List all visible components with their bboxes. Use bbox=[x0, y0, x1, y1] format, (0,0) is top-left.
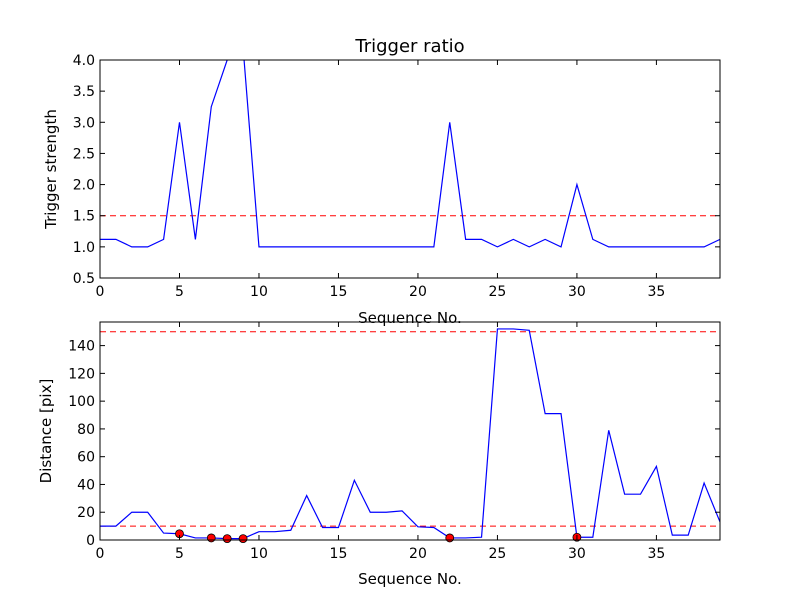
bottom-marker-3 bbox=[238, 534, 248, 544]
bottom-marker-2 bbox=[222, 534, 232, 544]
top-x-tick-label: 20 bbox=[409, 284, 427, 300]
top-x-tick-label: 5 bbox=[175, 284, 184, 300]
bottom-x-axis-label: Sequence No. bbox=[358, 570, 462, 588]
top-y-tick-label: 1.0 bbox=[73, 240, 95, 256]
top-y-tick-label: 0.5 bbox=[73, 271, 95, 287]
bottom-series-group bbox=[100, 328, 720, 540]
top-series-line-0 bbox=[100, 60, 720, 248]
bottom-y-tick-label: 40 bbox=[77, 477, 95, 493]
bottom-marker-4 bbox=[445, 533, 455, 543]
top-x-tick-label: 10 bbox=[250, 284, 268, 300]
top-chart-title: Trigger ratio bbox=[354, 36, 464, 57]
top-x-tick-label: 15 bbox=[330, 284, 348, 300]
bottom-x-tick-label: 15 bbox=[330, 546, 348, 562]
bottom-y-tick-label: 120 bbox=[68, 366, 95, 382]
bottom-y-tick-label: 0 bbox=[86, 533, 95, 549]
top-x-axis-label: Sequence No. bbox=[358, 309, 462, 327]
bottom-x-tick-label: 25 bbox=[489, 546, 507, 562]
top-subplot: Trigger ratio Sequence No. Trigger stren… bbox=[42, 36, 721, 327]
bottom-marker-1 bbox=[206, 533, 216, 543]
top-series-group bbox=[100, 60, 720, 248]
top-ticks-group: 0 5 10 15 20 25 30 35 0.5 1.0 1.5 2.0 2.5 3.0 3.5 4.0 bbox=[73, 53, 720, 300]
bottom-threshold-lines bbox=[100, 331, 720, 527]
bottom-x-tick-label: 20 bbox=[409, 546, 427, 562]
top-y-axis-label: Trigger strength bbox=[42, 109, 60, 230]
bottom-x-tick-label: 10 bbox=[250, 546, 268, 562]
top-y-tick-label: 1.5 bbox=[73, 209, 95, 225]
bottom-y-tick-label: 20 bbox=[77, 505, 95, 521]
bottom-ticks-group: 0 5 10 15 20 25 30 35 0 20 40 60 80 100 120 140 bbox=[68, 322, 720, 562]
top-y-tick-label: 3.0 bbox=[73, 115, 95, 131]
bottom-x-tick-label: 30 bbox=[568, 546, 586, 562]
bottom-x-tick-label: 35 bbox=[647, 546, 665, 562]
top-x-tick-label: 25 bbox=[489, 284, 507, 300]
bottom-series-line-0 bbox=[100, 328, 720, 540]
bottom-x-tick-label: 0 bbox=[96, 546, 105, 562]
top-y-tick-label: 2.5 bbox=[73, 146, 95, 162]
bottom-subplot: Sequence No. Distance [pix] 0 5 10 15 20 25 30… bbox=[37, 321, 721, 588]
top-y-tick-label: 3.5 bbox=[73, 84, 95, 100]
top-y-tick-label: 2.0 bbox=[73, 178, 95, 194]
bottom-y-tick-label: 140 bbox=[68, 339, 95, 355]
top-y-tick-label: 4.0 bbox=[73, 53, 95, 69]
top-plot-frame bbox=[99, 59, 721, 279]
bottom-y-tick-label: 80 bbox=[77, 422, 95, 438]
bottom-plot-frame bbox=[99, 321, 721, 541]
bottom-x-tick-label: 5 bbox=[175, 546, 184, 562]
top-x-tick-label: 35 bbox=[647, 284, 665, 300]
bottom-y-tick-label: 100 bbox=[68, 394, 95, 410]
top-x-tick-label: 30 bbox=[568, 284, 586, 300]
top-x-tick-label: 0 bbox=[96, 284, 105, 300]
bottom-y-axis-label: Distance [pix] bbox=[37, 379, 55, 484]
bottom-y-tick-label: 60 bbox=[77, 450, 95, 466]
